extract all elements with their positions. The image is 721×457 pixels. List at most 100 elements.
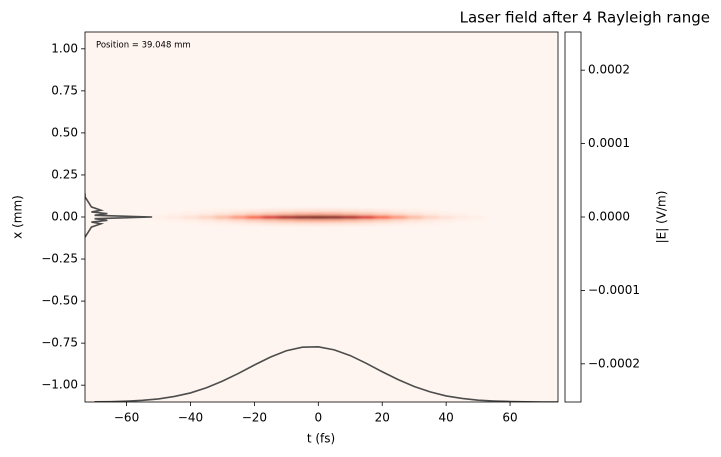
colorbar-tick-label: 0.0001 — [588, 136, 630, 150]
colorbar-tick-label: 0.0002 — [588, 63, 630, 77]
heatmap-cell — [310, 218, 327, 223]
heatmap-cell — [230, 222, 247, 226]
heatmap-cell — [278, 222, 295, 226]
heatmap-cell — [422, 215, 439, 219]
heatmap-cell — [262, 222, 279, 226]
heatmap-cell — [246, 215, 263, 219]
heatmap-cell — [294, 215, 311, 219]
y-tick-label: 0.75 — [51, 83, 78, 97]
heatmap-cell — [198, 215, 215, 219]
heatmap-cell — [166, 211, 183, 216]
heatmap-cell — [342, 222, 359, 226]
y-tick-label: 0.25 — [51, 167, 78, 181]
heatmap-cell — [294, 222, 311, 226]
colorbar-label: |E| (V/m) — [655, 191, 669, 244]
heatmap-cell — [150, 222, 167, 226]
x-tick-label: −20 — [242, 411, 267, 425]
y-tick-label: 0.50 — [51, 125, 78, 139]
heatmap-cell — [374, 222, 391, 226]
heatmap-cell — [182, 208, 199, 213]
x-tick-label: 0 — [314, 411, 322, 425]
y-tick-label: −1.00 — [41, 378, 78, 392]
heatmap-cell — [230, 211, 247, 216]
heatmap-cell — [150, 208, 167, 213]
heatmap-cell — [406, 208, 423, 213]
heatmap-cell — [406, 215, 423, 219]
heatmap-cell — [422, 222, 439, 226]
colorbar-tick-label: −0.0002 — [588, 356, 640, 370]
heatmap-cell — [166, 208, 183, 213]
heatmap-cell — [470, 222, 487, 226]
heatmap-cell — [470, 208, 487, 213]
profiles — [85, 193, 558, 402]
heatmap-cell — [182, 211, 199, 216]
heatmap-cell — [246, 222, 263, 226]
heatmap-cell — [374, 208, 391, 213]
heatmap-cell — [438, 208, 455, 213]
x-tick-label: 40 — [439, 411, 454, 425]
y-tick-label: 1.00 — [51, 41, 78, 55]
heatmap-cell — [182, 215, 199, 219]
x-tick-label: −60 — [114, 411, 139, 425]
heatmap-cell — [246, 218, 263, 223]
annotation: Position = 39.048 mm — [96, 41, 191, 51]
temporal-profile — [94, 346, 558, 402]
heatmap-cell — [166, 222, 183, 226]
heatmap-cell — [294, 218, 311, 223]
heatmap-cell — [262, 218, 279, 223]
y-tick-label: 0.00 — [51, 210, 78, 224]
heatmap-cell — [326, 211, 343, 216]
heatmap-cell — [214, 208, 231, 213]
heatmap-cell — [198, 208, 215, 213]
heatmap-cell — [454, 211, 471, 216]
lateral-profile — [85, 193, 153, 238]
heatmap-cell — [198, 218, 215, 223]
heatmap-cell — [150, 211, 167, 216]
x-axis-label: t (fs) — [307, 432, 335, 446]
heatmap-cell — [358, 208, 375, 213]
y-tick-label: −0.50 — [41, 294, 78, 308]
heatmap-cell — [326, 218, 343, 223]
heatmap-cell — [390, 208, 407, 213]
heatmap-cell — [422, 218, 439, 223]
heatmap-cell — [294, 211, 311, 216]
heatmap-cell — [406, 218, 423, 223]
heatmap-cell — [438, 222, 455, 226]
heatmap-cell — [470, 211, 487, 216]
heatmap-cell — [470, 218, 487, 223]
heatmap-cell — [230, 208, 247, 213]
heatmap-cell — [470, 215, 487, 219]
x-tick-label: −40 — [178, 411, 203, 425]
heatmap-cell — [454, 222, 471, 226]
heatmap-cell — [454, 215, 471, 219]
heatmap-cell — [278, 211, 295, 216]
y-tick-label: −0.25 — [41, 252, 78, 266]
heatmap-cell — [342, 215, 359, 219]
colorbar — [564, 31, 582, 403]
heatmap-cell — [326, 215, 343, 219]
heatmap-cell — [278, 218, 295, 223]
heatmap-cell — [182, 218, 199, 223]
heatmap-cell — [342, 218, 359, 223]
heatmap-cell — [358, 222, 375, 226]
heatmap-cell — [230, 215, 247, 219]
x-tick-label: 20 — [375, 411, 390, 425]
heatmap-cell — [374, 215, 391, 219]
heatmap-cell — [326, 208, 343, 213]
heatmap-cell — [438, 215, 455, 219]
heatmap-cell — [390, 222, 407, 226]
heatmap-cell — [198, 211, 215, 216]
heatmap-cell — [310, 215, 327, 219]
chart-title: Laser field after 4 Rayleigh range — [460, 9, 710, 27]
heatmap-cell — [182, 222, 199, 226]
heatmap-cell — [406, 222, 423, 226]
heatmap-cell — [422, 208, 439, 213]
heatmap-cell — [310, 222, 327, 226]
heatmap-cell — [374, 211, 391, 216]
heatmap-cell — [326, 222, 343, 226]
heatmap-cell — [166, 215, 183, 219]
heatmap-cell — [390, 211, 407, 216]
x-tick-label: 60 — [502, 411, 517, 425]
y-axis-label: x (mm) — [11, 195, 25, 239]
